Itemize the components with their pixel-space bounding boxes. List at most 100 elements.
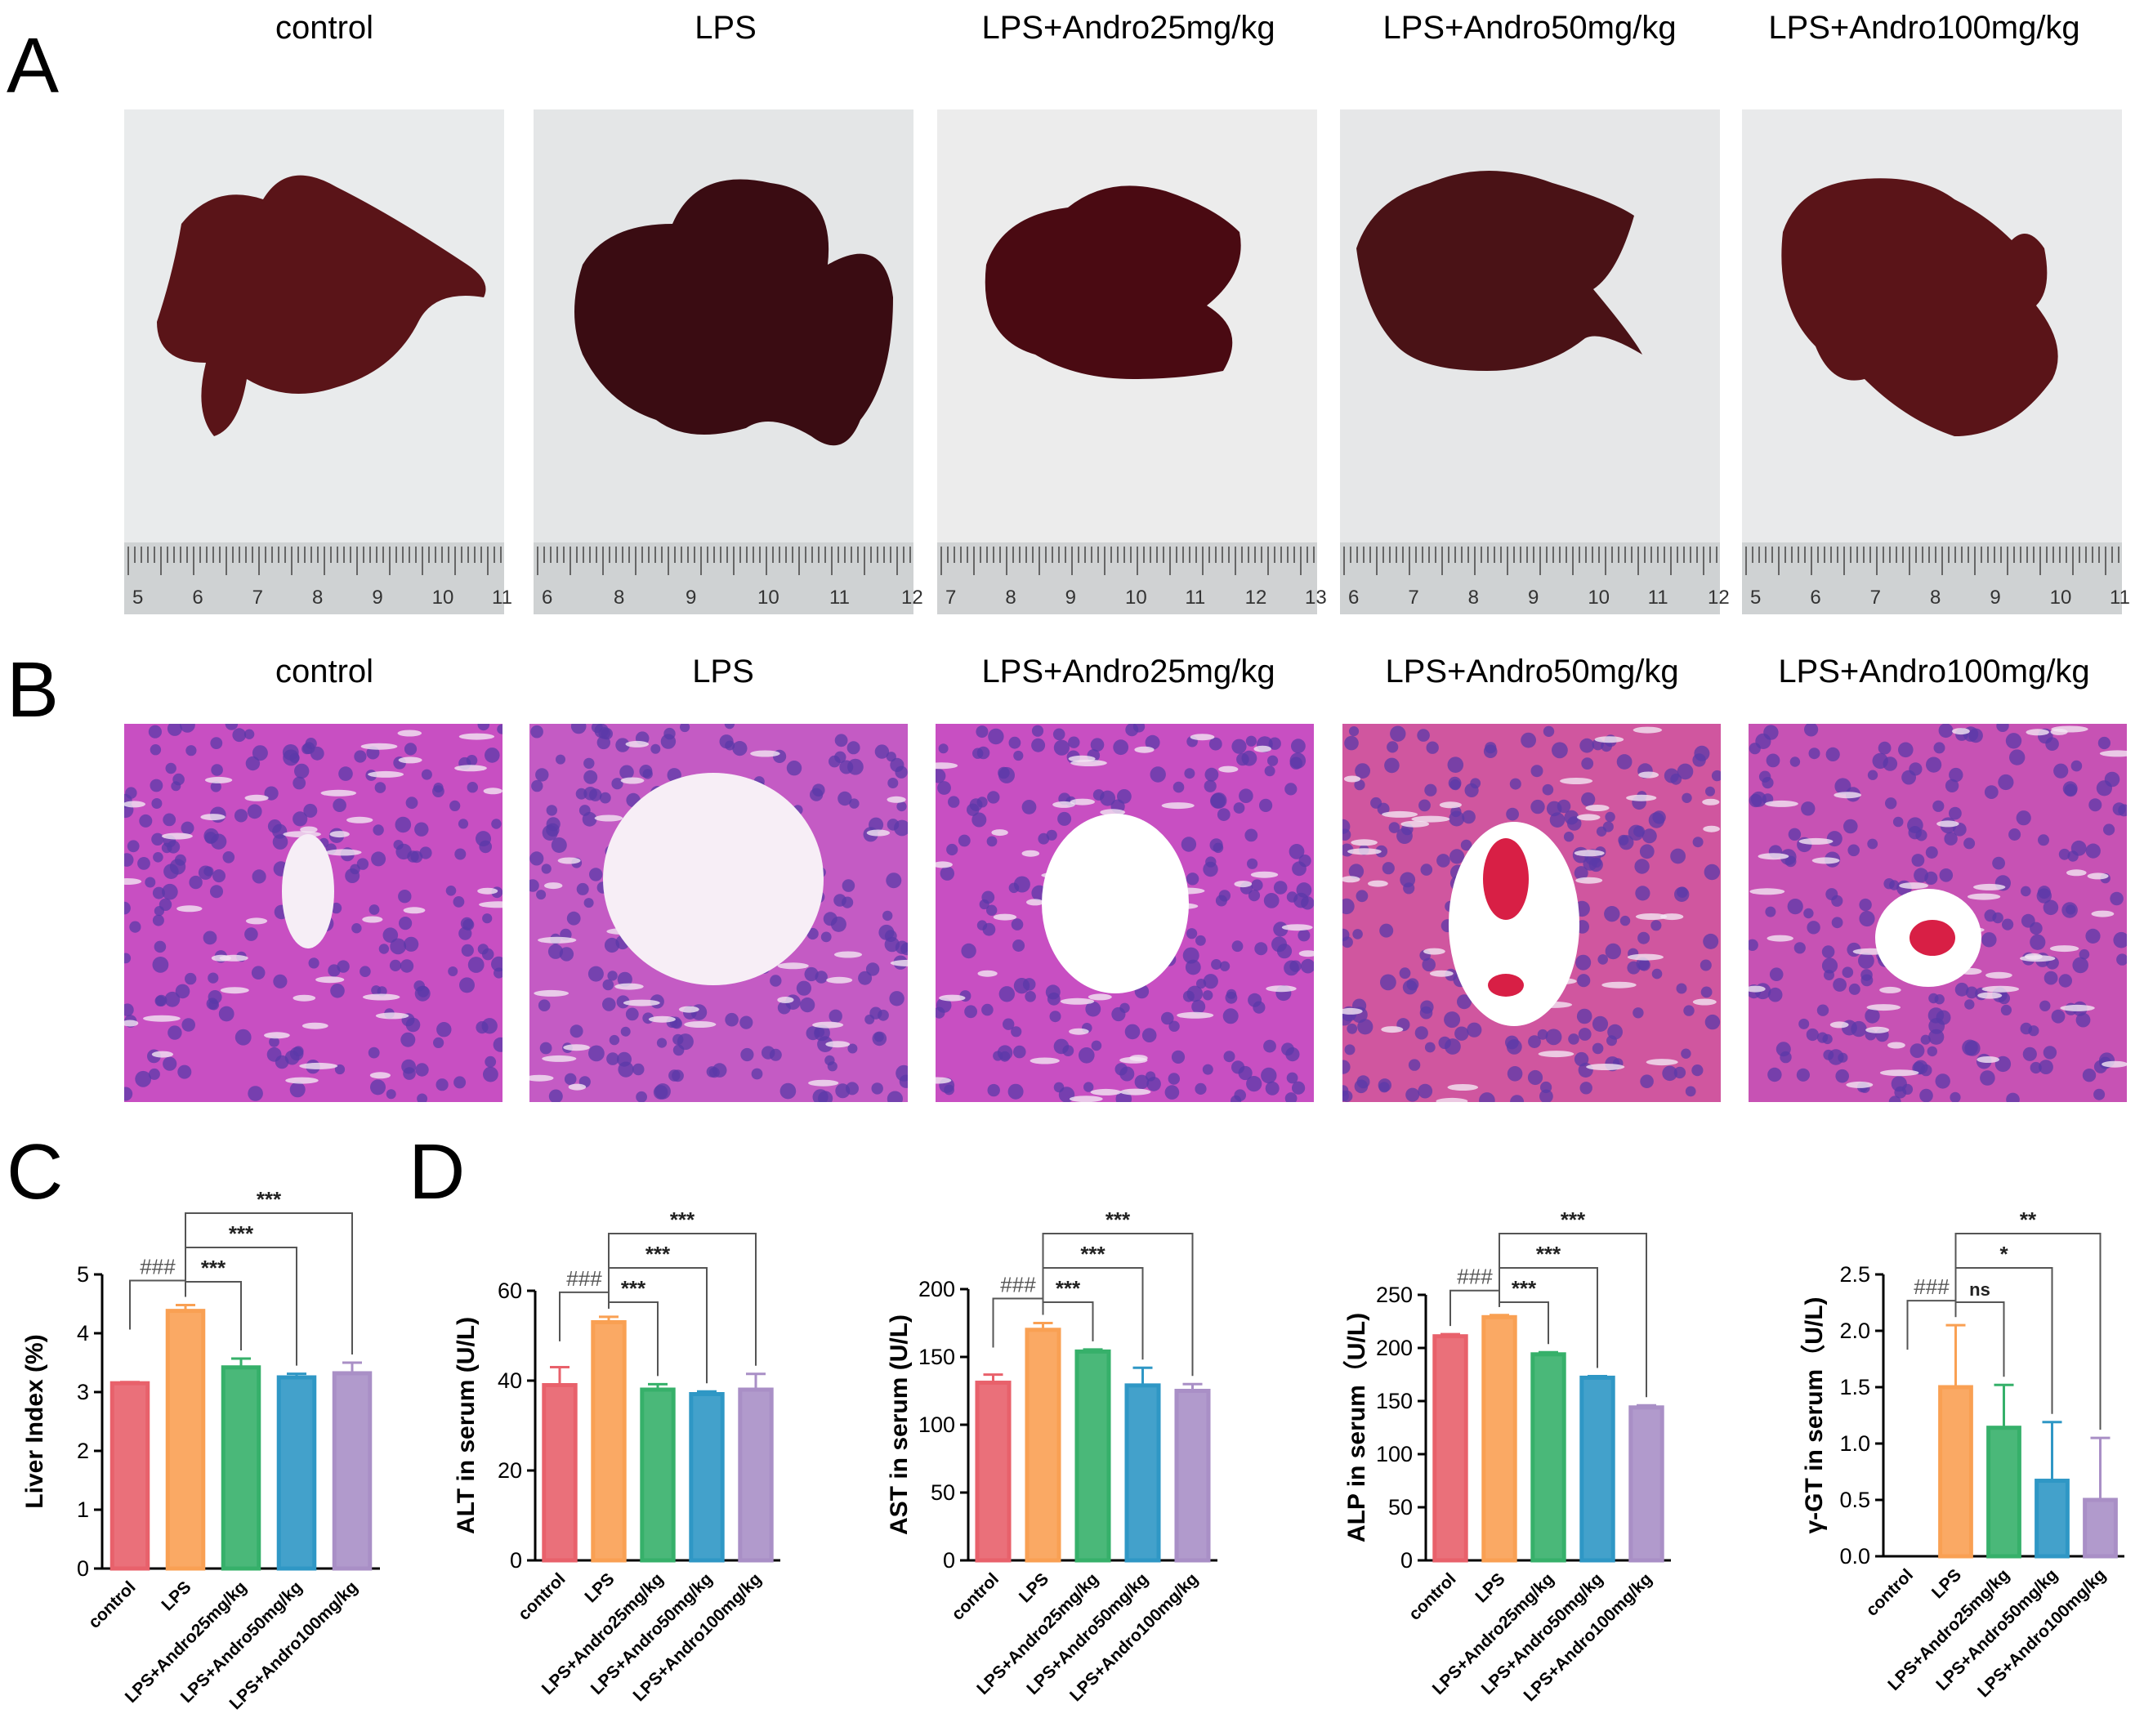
sinusoid	[1798, 837, 1834, 845]
nucleus	[1402, 980, 1418, 995]
y-tick-label: 200	[918, 1277, 955, 1301]
nucleus	[1566, 816, 1582, 831]
nucleus	[1867, 770, 1878, 780]
nucleus	[407, 850, 419, 863]
sinusoid	[568, 1083, 587, 1091]
y-tick-label: 1	[77, 1497, 89, 1522]
sinusoid	[833, 951, 863, 958]
nucleus	[988, 728, 1004, 745]
sinusoid	[2087, 872, 2109, 880]
chart-4: 0.0 0.5 1.0 1.5 2.0 2.5 γ-GT in serum（U/L) cont…	[1800, 1207, 2124, 1701]
nucleus	[1031, 725, 1044, 737]
nucleus	[395, 816, 412, 833]
nucleus	[1161, 1011, 1174, 1025]
nucleus	[1765, 906, 1776, 917]
nucleus	[398, 890, 412, 904]
nucleus	[129, 921, 141, 933]
nucleus	[1414, 1026, 1428, 1040]
nucleus	[1597, 954, 1608, 965]
ruler-number: 5	[132, 587, 144, 609]
nucleus	[1927, 1046, 1937, 1057]
sinusoid	[1594, 736, 1624, 743]
sinusoid	[1351, 839, 1378, 846]
nucleus	[454, 848, 467, 860]
nucleus	[303, 803, 318, 818]
sinusoid	[557, 857, 581, 864]
nucleus	[2039, 1000, 2051, 1011]
bar	[1025, 1328, 1061, 1563]
nucleus	[155, 994, 168, 1006]
histo-label-andro25: LPS+Andro25mg/kg	[981, 654, 1275, 689]
nucleus	[1247, 858, 1258, 869]
bar	[1074, 1349, 1111, 1563]
sinusoid	[1879, 1069, 1919, 1077]
nucleus	[337, 960, 350, 973]
nucleus	[2009, 749, 2026, 765]
nucleus	[1289, 756, 1302, 770]
histology-andro25	[936, 724, 1314, 1102]
nucleus	[371, 985, 382, 996]
nucleus	[672, 1069, 684, 1082]
nucleus	[476, 831, 491, 847]
nucleus	[414, 985, 431, 1002]
nucleus	[400, 959, 414, 973]
sinusoid	[887, 796, 906, 803]
nucleus	[1892, 816, 1904, 828]
nucleus	[370, 1079, 386, 1096]
nucleus	[779, 1082, 797, 1100]
nucleus	[351, 923, 362, 934]
nucleus	[1963, 837, 1976, 850]
nucleus	[642, 769, 653, 779]
nucleus	[1858, 953, 1874, 969]
nucleus	[1342, 898, 1355, 915]
nucleus	[225, 724, 239, 730]
sinusoid	[993, 913, 1017, 921]
nucleus	[566, 911, 581, 926]
significance-bracket	[1042, 1267, 1144, 1360]
sinusoid	[1646, 1059, 1678, 1066]
nucleus	[946, 843, 958, 856]
nucleus	[185, 972, 197, 985]
sinusoid	[563, 1044, 590, 1051]
nucleus	[1182, 990, 1195, 1002]
nucleus	[1013, 978, 1030, 994]
nucleus	[556, 754, 565, 765]
nucleus	[1848, 983, 1860, 995]
sinusoid	[1952, 728, 1970, 735]
ruler-number: 9	[1065, 587, 1077, 609]
nucleus	[1057, 811, 1072, 826]
nucleus	[127, 840, 140, 853]
nucleus	[1449, 779, 1461, 791]
nucleus	[1505, 1035, 1519, 1050]
nucleus	[1581, 757, 1594, 770]
nucleus	[1203, 990, 1213, 1001]
nucleus	[177, 1064, 192, 1079]
nucleus	[606, 1052, 619, 1065]
nucleus	[618, 1061, 634, 1078]
sinusoid	[1070, 760, 1107, 766]
nucleus	[1604, 906, 1620, 922]
sinusoid	[403, 907, 426, 914]
nucleus	[1259, 798, 1273, 812]
y-tick-label: 60	[498, 1279, 522, 1303]
nucleus	[1449, 849, 1465, 864]
y-tick-label: 4	[77, 1321, 89, 1346]
sinusoid	[1967, 893, 2001, 900]
nucleus	[1384, 757, 1400, 774]
nucleus	[272, 834, 288, 850]
nucleus	[986, 836, 998, 847]
significance-label: **	[2020, 1207, 2037, 1232]
nucleus	[1588, 857, 1603, 872]
nucleus	[541, 864, 552, 874]
nucleus	[1865, 1008, 1880, 1024]
y-tick-label: 250	[1376, 1283, 1413, 1307]
y-tick-label: 0	[1400, 1548, 1413, 1573]
nucleus	[1265, 1081, 1280, 1096]
nucleus	[886, 872, 902, 889]
nucleus	[294, 763, 310, 779]
nucleus	[846, 1082, 859, 1096]
nucleus	[1579, 1082, 1592, 1095]
nucleus	[180, 724, 195, 733]
nucleus	[1348, 726, 1360, 737]
nucleus	[1576, 1008, 1592, 1024]
